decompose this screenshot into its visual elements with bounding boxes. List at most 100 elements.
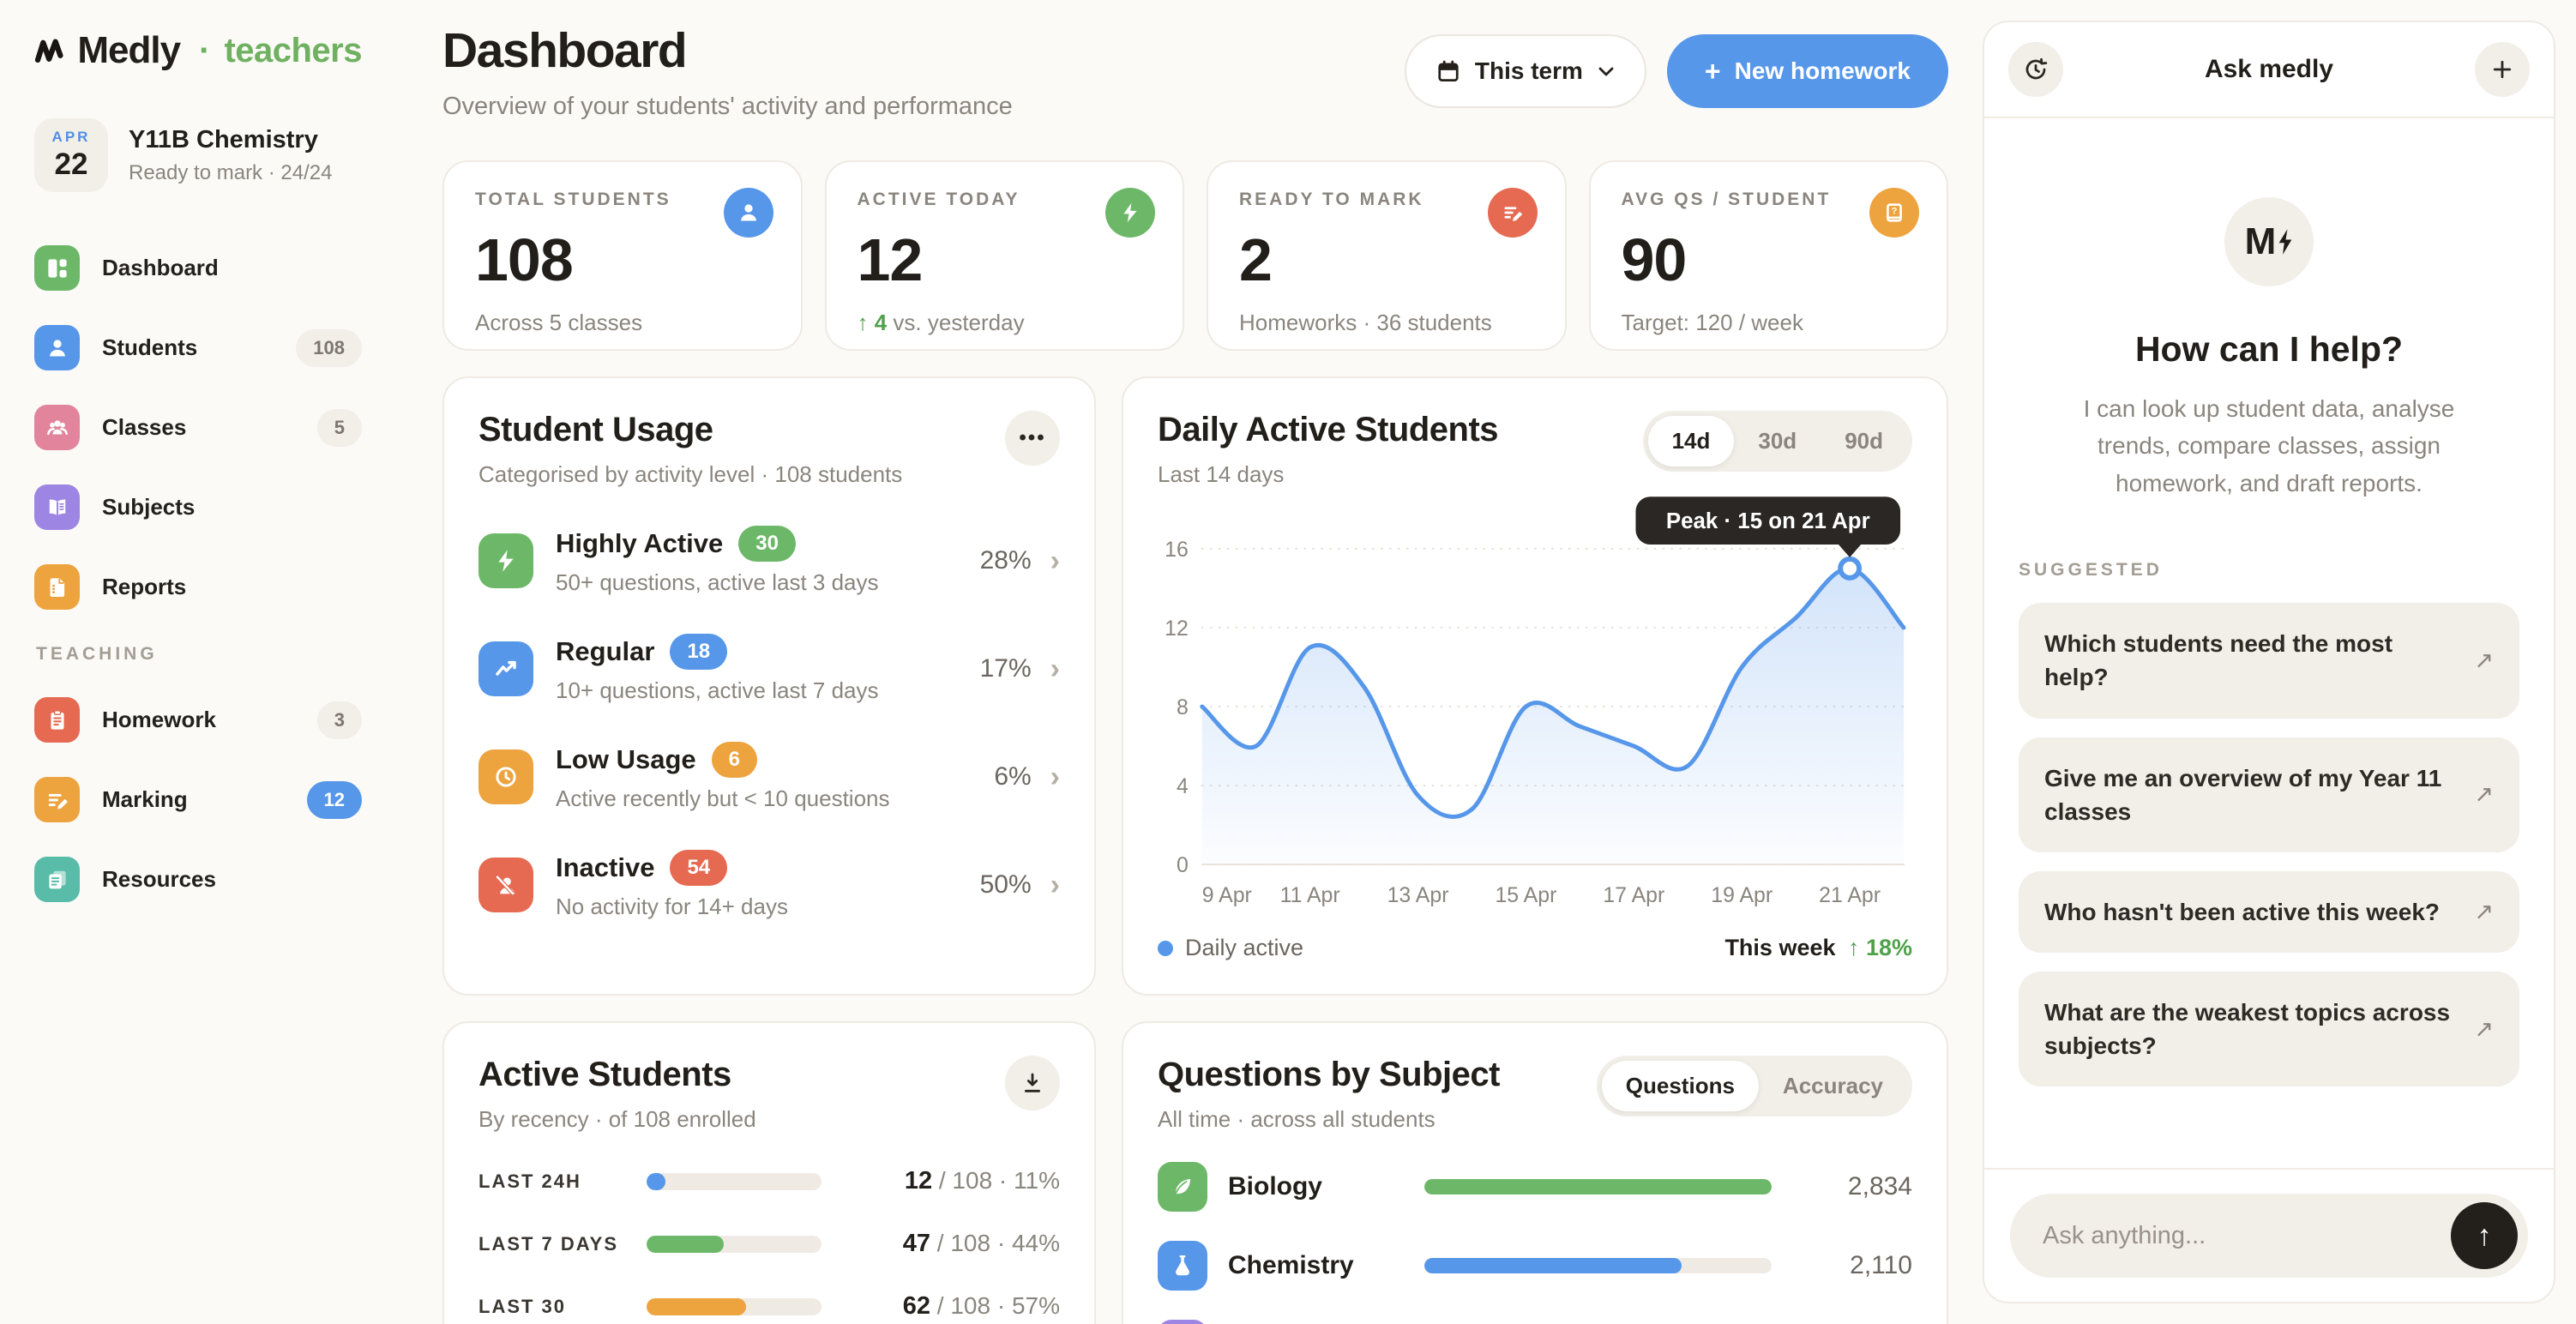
page-title: Dashboard [442, 23, 688, 78]
trend-up-icon [478, 641, 533, 696]
ask-header: Ask medly [1984, 22, 2554, 118]
brand-product: teachers [224, 31, 362, 69]
recency-value: 62 / 108 · 57% [902, 1292, 1060, 1320]
recency-row-30d: LAST 30 62 / 108 · 57% [478, 1292, 1060, 1321]
more-options-button[interactable]: ••• [1005, 411, 1060, 466]
sidebar-item-subjects[interactable]: Subjects [34, 484, 362, 530]
usage-label: Regular [556, 636, 655, 666]
ask-input-zone: ↑ [1984, 1168, 2554, 1302]
suggestion-chip[interactable]: Who hasn't been active this week? ↗ [2019, 870, 2519, 954]
recency-value: 47 / 108 · 44% [902, 1230, 1060, 1257]
questions-by-subject-card: Questions by Subject All time · across a… [1122, 1021, 1948, 1324]
group-icon [34, 405, 80, 450]
send-button[interactable]: ↑ [2451, 1202, 2518, 1269]
person-icon [723, 188, 773, 238]
send-arrow-icon: ↑ [2477, 1219, 2492, 1252]
usage-row-inactive[interactable]: Inactive 54 No activity for 14+ days 50%… [478, 850, 1060, 920]
calendar-icon [1438, 60, 1459, 81]
stat-label: READY TO MARK [1239, 190, 1424, 209]
ask-input-pill: ↑ [2010, 1194, 2528, 1278]
medly-logo-icon [34, 39, 63, 63]
sidebar-item-marking[interactable]: Marking 12 [34, 777, 362, 822]
pages-icon [34, 857, 80, 902]
subject-track [1424, 1179, 1772, 1195]
sidebar-item-homework[interactable]: Homework 3 [34, 697, 362, 743]
recency-row-7d: LAST 7 DAYS 47 / 108 · 44% [478, 1230, 1060, 1258]
sidebar-item-reports[interactable]: Reports [34, 564, 362, 610]
progress-track [647, 1297, 822, 1315]
card-title: Questions by Subject [1158, 1056, 1500, 1093]
card-subtitle: All time · across all students [1158, 1106, 1435, 1132]
subject-row-chemistry: Chemistry 2,110 [1158, 1241, 1912, 1291]
usage-row-highly-active[interactable]: Highly Active 30 50+ questions, active l… [478, 526, 1060, 596]
usage-row-low-usage[interactable]: Low Usage 6 Active recently but < 10 que… [478, 742, 1060, 812]
class-title: Y11B Chemistry [129, 125, 318, 153]
recency-label: LAST 7 DAYS [478, 1232, 619, 1255]
svg-text:8: 8 [1177, 695, 1189, 719]
suggestion-chip[interactable]: What are the weakest topics across subje… [2019, 972, 2519, 1087]
arrow-up-right-icon: ↗ [2474, 1015, 2494, 1042]
usage-row-regular[interactable]: Regular 18 10+ questions, active last 7 … [478, 634, 1060, 704]
sidebar-nav: Dashboard Students 108 [34, 245, 362, 936]
sidebar: Medly · teachers APR 22 Y11B Chemistry R… [0, 0, 405, 1324]
tab-questions[interactable]: Questions [1601, 1061, 1759, 1111]
svg-text:11 Apr: 11 Apr [1280, 883, 1340, 907]
svg-text:13 Apr: 13 Apr [1387, 883, 1449, 907]
sidebar-item-resources[interactable]: Resources [34, 857, 362, 902]
sidebar-item-dashboard[interactable]: Dashboard [34, 245, 362, 291]
lightning-icon [1105, 188, 1155, 238]
range-option-14d[interactable]: 14d [1647, 416, 1735, 466]
download-button[interactable] [1005, 1056, 1060, 1110]
history-button[interactable] [2008, 42, 2063, 97]
progress-fill [647, 1297, 747, 1315]
marking-pencil-icon [34, 777, 80, 822]
stat-note: Target: 120 / week [1621, 310, 1803, 335]
progress-fill [647, 1235, 724, 1253]
week-label: This week [1724, 935, 1836, 960]
term-filter-button[interactable]: This term [1404, 34, 1646, 108]
range-option-90d[interactable]: 90d [1845, 428, 1883, 454]
lightning-icon [2278, 229, 2292, 255]
stat-ready-to-mark: READY TO MARK 2 Homeworks · 36 students [1207, 160, 1567, 351]
usage-desc: Active recently but < 10 questions [556, 785, 890, 811]
arrow-up-right-icon: ↗ [2474, 899, 2494, 925]
ask-input[interactable] [2043, 1221, 2451, 1250]
waves-icon [1158, 1320, 1207, 1324]
usage-percent: 6% [994, 762, 1032, 791]
student-usage-card: Student Usage Categorised by activity le… [442, 376, 1096, 996]
clipboard-icon [34, 697, 80, 743]
range-option-30d[interactable]: 30d [1758, 428, 1797, 454]
new-chat-button[interactable] [2474, 42, 2530, 97]
person-icon [34, 325, 80, 370]
tab-accuracy[interactable]: Accuracy [1782, 1073, 1883, 1098]
date-day: 22 [54, 147, 88, 181]
usage-label: Inactive [556, 852, 655, 882]
svg-text:16: 16 [1165, 538, 1189, 562]
sidebar-item-students[interactable]: Students 108 [34, 325, 362, 370]
sidebar-item-label: Dashboard [102, 255, 219, 280]
brand-separator: · [199, 31, 211, 69]
usage-label: Low Usage [556, 744, 696, 774]
subject-fill [1424, 1179, 1772, 1195]
suggestion-chip[interactable]: Give me an overview of my Year 11 classe… [2019, 737, 2519, 852]
term-filter-label: This term [1474, 57, 1583, 84]
suggestion-chip[interactable]: Which students need the most help? ↗ [2019, 603, 2519, 719]
arrow-up-right-icon: ↗ [2474, 647, 2494, 673]
chevron-right-icon: › [1050, 545, 1060, 577]
flask-icon [1158, 1241, 1207, 1291]
marking-count-badge: 12 [306, 780, 362, 819]
sidebar-item-classes[interactable]: Classes 5 [34, 405, 362, 450]
brand: Medly · teachers [34, 29, 362, 72]
card-title: Daily Active Students [1158, 411, 1499, 448]
ellipsis-icon: ••• [1019, 426, 1046, 449]
new-homework-button[interactable]: + New homework [1666, 34, 1948, 108]
stat-note: ↑ 4 vs. yesterday [857, 310, 1025, 335]
chevron-right-icon: › [1050, 869, 1060, 901]
class-card[interactable]: APR 22 Y11B Chemistry Ready to mark · 24… [34, 118, 362, 192]
usage-count-badge: 6 [711, 742, 758, 778]
stat-value: 2 [1239, 226, 1273, 293]
ask-medly-panel: Ask medly M How can I help? I can look u… [1983, 0, 2576, 1324]
stat-total-students: TOTAL STUDENTS 108 Across 5 classes [442, 160, 803, 351]
progress-track [647, 1235, 822, 1253]
